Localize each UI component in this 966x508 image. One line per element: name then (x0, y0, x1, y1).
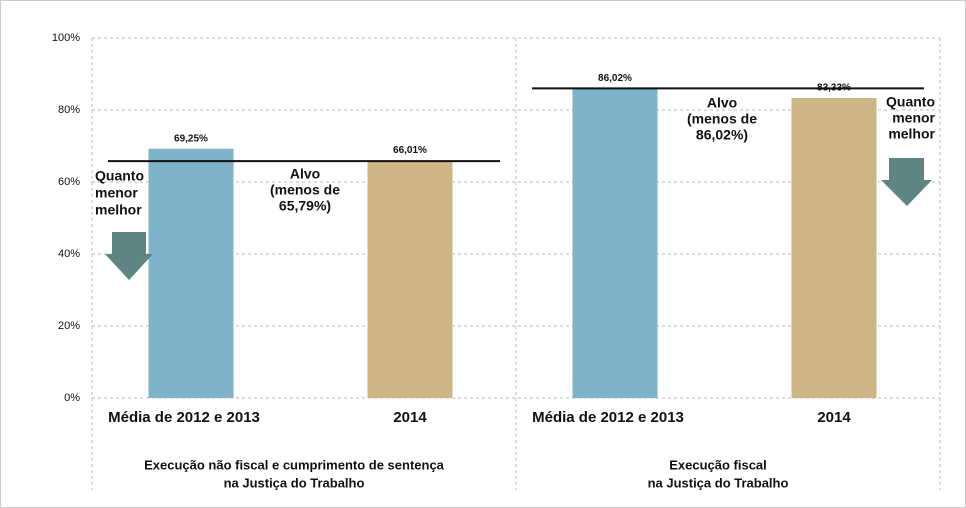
group-label: na Justiça do Trabalho (648, 475, 789, 490)
bar (148, 148, 234, 398)
group-label: Execução não fiscal e cumprimento de sen… (144, 457, 445, 472)
value-label: 66,01% (393, 145, 427, 156)
value-label: 86,02% (598, 73, 632, 84)
bar (367, 160, 453, 398)
note: Quanto (886, 94, 935, 110)
x-tick-label: 2014 (393, 409, 427, 426)
down-arrow (881, 158, 932, 206)
target-label: (menos de (687, 111, 757, 127)
note: menor (892, 110, 935, 126)
target-label: 65,79%) (279, 198, 331, 214)
target-label: (menos de (270, 182, 340, 198)
y-tick-label: 80% (58, 104, 80, 116)
note: melhor (95, 202, 142, 218)
note: Quanto (95, 168, 144, 184)
target-label: Alvo (290, 166, 320, 182)
y-tick-label: 40% (58, 248, 80, 260)
target-label: Alvo (707, 95, 737, 111)
x-tick-label: Média de 2012 e 2013 (532, 409, 684, 426)
y-tick-label: 60% (58, 176, 80, 188)
y-tick-label: 100% (52, 32, 80, 44)
target-label: 86,02%) (696, 127, 748, 143)
bar (791, 98, 877, 399)
group-label: Execução fiscal (669, 457, 767, 472)
y-tick-label: 0% (64, 392, 80, 404)
x-tick-label: 2014 (817, 409, 851, 426)
x-tick-label: Média de 2012 e 2013 (108, 409, 260, 426)
y-tick-label: 20% (58, 320, 80, 332)
note: menor (95, 185, 138, 201)
group-label: na Justiça do Trabalho (224, 475, 365, 490)
bar (572, 88, 658, 398)
note: melhor (888, 126, 935, 142)
down-arrow (105, 232, 153, 280)
value-label: 69,25% (174, 133, 208, 144)
